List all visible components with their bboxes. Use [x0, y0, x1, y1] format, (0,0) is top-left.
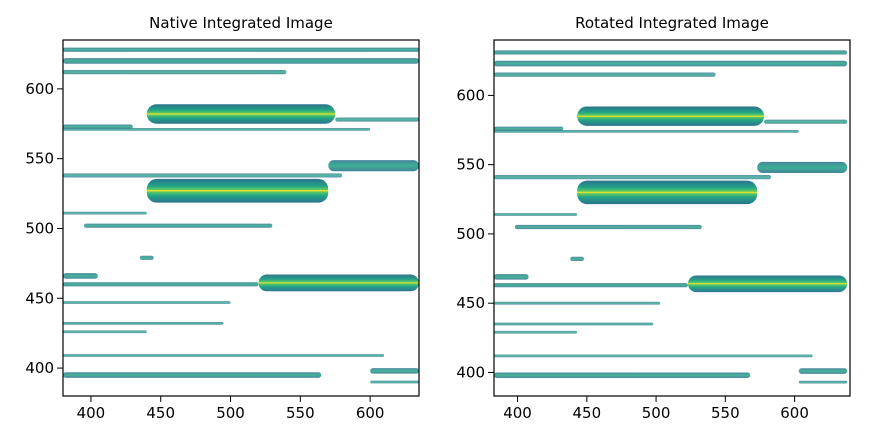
emission-band — [494, 330, 578, 334]
emission-band — [370, 368, 419, 374]
emission-band — [494, 175, 772, 180]
x-tick-label: 400 — [503, 404, 532, 422]
rotated-image-title: Rotated Integrated Image — [575, 14, 769, 32]
emission-band — [494, 283, 688, 288]
native-image-data — [63, 47, 419, 384]
x-tick-label: 550 — [286, 404, 315, 422]
native-y-axis: 400 450 500 550 600 — [25, 80, 63, 377]
y-tick-label: 550 — [456, 156, 485, 174]
y-tick-label: 500 — [25, 219, 54, 237]
x-tick-label: 600 — [356, 404, 385, 422]
emission-band — [494, 60, 848, 67]
y-tick-label: 400 — [456, 363, 485, 381]
emission-band — [494, 130, 799, 133]
y-tick-label: 600 — [456, 86, 485, 104]
y-tick-label: 450 — [25, 289, 54, 307]
x-tick-label: 550 — [711, 404, 740, 422]
emission-band — [63, 127, 371, 131]
emission-band — [63, 301, 231, 304]
emission-band — [335, 117, 419, 122]
native-image-panel: Native Integrated Image 400 450 500 550 600 … — [25, 14, 420, 422]
emission-band — [494, 301, 661, 305]
emission-band — [370, 380, 419, 384]
emission-band — [63, 47, 419, 52]
y-tick-label: 550 — [25, 150, 54, 168]
emission-band — [514, 224, 702, 230]
emission-band — [63, 173, 343, 178]
emission-band — [494, 354, 813, 358]
emission-band — [146, 178, 329, 203]
y-tick-label: 500 — [456, 225, 485, 243]
emission-band — [63, 58, 419, 64]
rotated-image-data — [494, 50, 848, 384]
x-tick-label: 500 — [642, 404, 671, 422]
y-tick-label: 400 — [25, 359, 54, 377]
emission-band — [577, 106, 765, 126]
emission-band — [139, 255, 154, 260]
emission-band — [328, 160, 419, 172]
emission-band — [687, 275, 848, 293]
emission-band — [577, 180, 758, 205]
x-tick-label: 500 — [216, 404, 245, 422]
emission-band — [63, 330, 147, 334]
rotated-image-panel: Rotated Integrated Image 400 450 500 550 600… — [456, 14, 851, 422]
rotated-x-axis: 400 450 500 550 600 — [503, 396, 809, 422]
emission-band — [494, 372, 751, 378]
emission-band — [494, 274, 529, 280]
emission-band — [570, 256, 585, 261]
native-image-axes-frame — [62, 39, 420, 397]
x-tick-label: 600 — [780, 404, 809, 422]
emission-band — [146, 104, 336, 124]
emission-band — [764, 119, 848, 124]
emission-band — [83, 223, 273, 228]
native-image-title: Native Integrated Image — [149, 14, 333, 32]
emission-band — [63, 211, 147, 215]
emission-band — [63, 124, 133, 129]
emission-band — [63, 273, 98, 279]
y-tick-label: 450 — [456, 294, 485, 312]
emission-band — [798, 368, 848, 374]
emission-band — [494, 72, 716, 77]
y-tick-label: 600 — [25, 80, 54, 98]
x-tick-label: 400 — [77, 404, 106, 422]
emission-band — [798, 380, 848, 384]
native-x-axis: 400 450 500 550 600 — [77, 396, 385, 422]
emission-band — [258, 274, 419, 292]
emission-band — [494, 126, 564, 131]
rotated-image-axes-frame — [493, 39, 851, 397]
emission-band — [63, 372, 322, 378]
emission-band — [494, 322, 654, 326]
emission-band — [494, 50, 848, 55]
emission-band — [63, 322, 224, 325]
emission-band — [63, 282, 259, 287]
rotated-y-axis: 400 450 500 550 600 — [456, 86, 494, 381]
x-tick-label: 450 — [572, 404, 601, 422]
emission-band — [494, 213, 578, 216]
x-tick-label: 450 — [146, 404, 175, 422]
emission-band — [757, 161, 848, 173]
emission-band — [63, 354, 385, 357]
emission-band — [63, 70, 287, 75]
